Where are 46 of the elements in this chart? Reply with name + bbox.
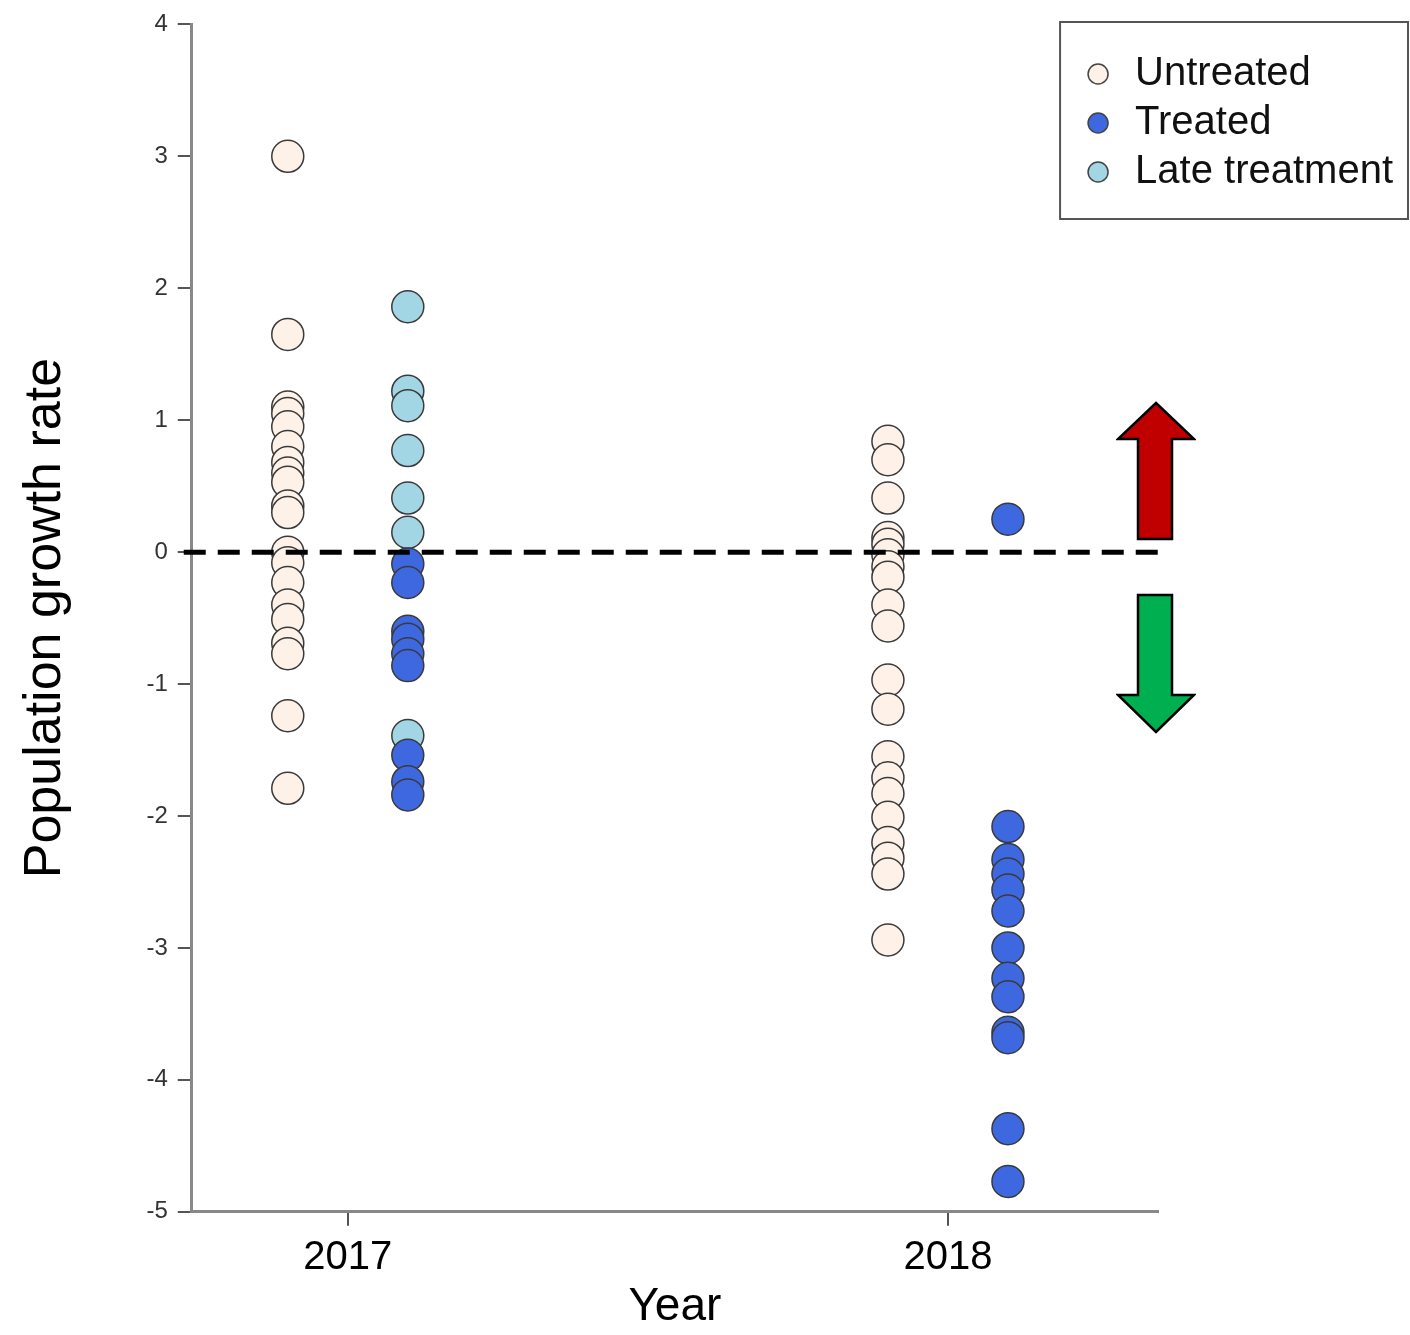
legend-label: Treated <box>1135 98 1272 143</box>
point <box>871 923 905 957</box>
point <box>271 771 305 806</box>
point <box>271 139 305 174</box>
point <box>991 1111 1025 1146</box>
y-tick-label: 1 <box>154 404 168 432</box>
point <box>871 443 905 477</box>
point <box>391 289 425 324</box>
y-tick-label: -1 <box>146 668 168 696</box>
point <box>271 698 305 733</box>
point <box>871 692 905 726</box>
point <box>871 481 905 515</box>
point <box>871 663 905 697</box>
point <box>391 388 425 423</box>
point <box>391 648 425 683</box>
point <box>391 515 425 550</box>
x-tick-label: 2018 <box>903 1232 993 1277</box>
point <box>871 560 905 594</box>
y-tick-label: -3 <box>146 932 168 960</box>
point <box>871 857 905 891</box>
point <box>991 502 1025 536</box>
legend-label: Untreated <box>1135 49 1311 94</box>
point <box>271 495 305 530</box>
y-tick-label: -4 <box>146 1064 168 1092</box>
y-tick-label: 4 <box>154 9 168 37</box>
point <box>391 565 425 600</box>
point <box>391 433 425 468</box>
y-tick-label: 0 <box>154 536 168 564</box>
point <box>991 980 1025 1014</box>
point <box>991 1164 1025 1199</box>
point <box>991 931 1025 965</box>
y-tick-label: -5 <box>146 1196 168 1224</box>
point <box>391 481 425 515</box>
point <box>391 778 425 812</box>
x-axis-title: Year <box>628 1278 722 1331</box>
point <box>991 809 1025 844</box>
y-axis-title: Population growth rate <box>12 357 71 879</box>
y-tick-label: 2 <box>154 272 168 300</box>
point <box>271 317 305 352</box>
y-tick-label: 3 <box>154 140 168 168</box>
x-tick-label: 2017 <box>303 1232 393 1277</box>
legend-label: Late treatment <box>1135 147 1394 192</box>
point <box>991 894 1025 928</box>
point <box>871 609 905 643</box>
point <box>271 636 305 671</box>
y-tick-label: -2 <box>146 800 168 828</box>
